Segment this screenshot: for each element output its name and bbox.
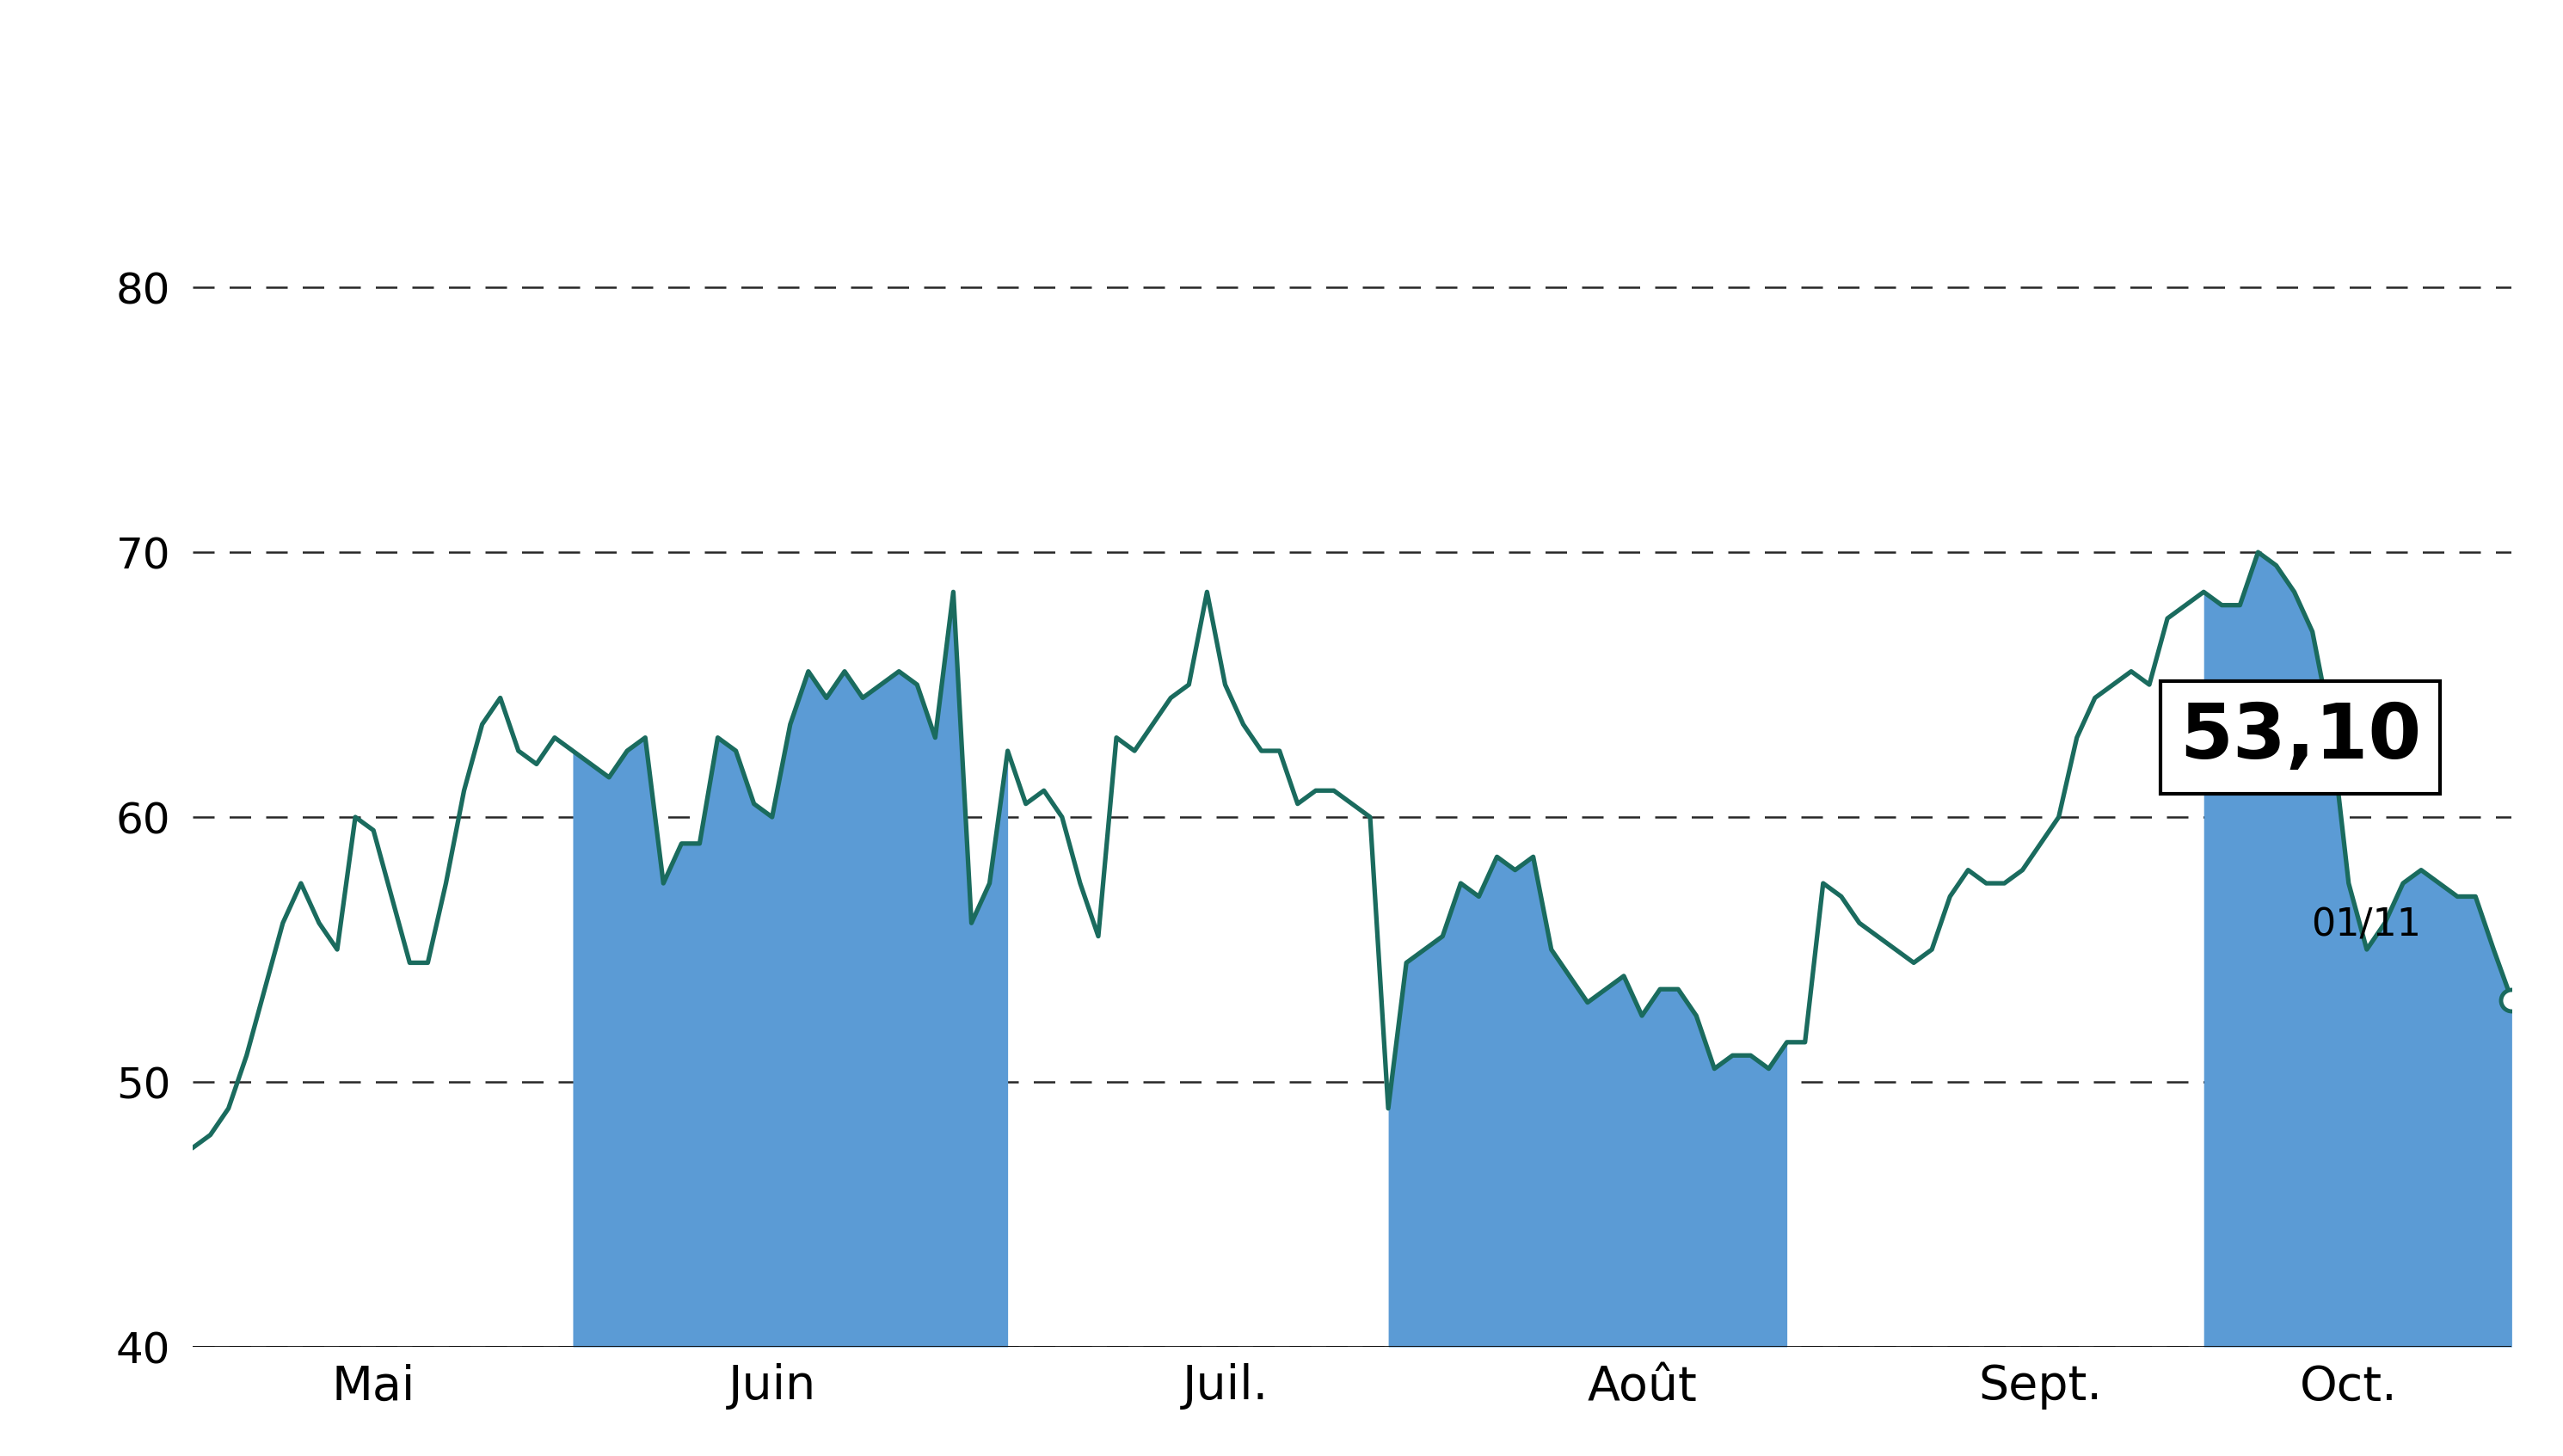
Text: 53,10: 53,10 xyxy=(2179,700,2422,775)
Text: SUESS MicroTec SE: SUESS MicroTec SE xyxy=(823,10,1740,95)
Text: 01/11: 01/11 xyxy=(2312,907,2422,943)
